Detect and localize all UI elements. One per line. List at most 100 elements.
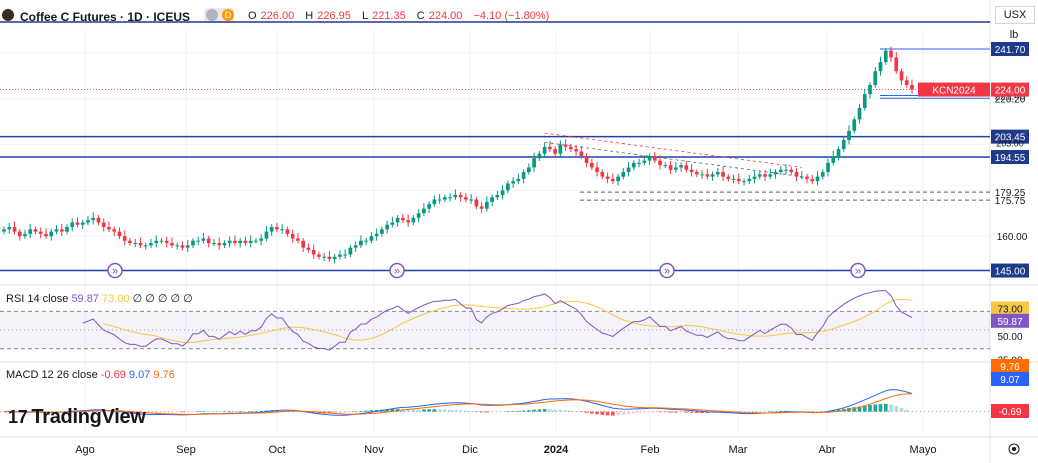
macd-histogram-bar — [243, 411, 248, 412]
event-marker-icon — [659, 262, 675, 279]
macd-histogram-bar — [437, 409, 442, 412]
macd-histogram-bar — [883, 403, 888, 412]
macd-value: -0.69 — [100, 369, 126, 381]
rsi-title: RSI 14 close — [6, 293, 69, 305]
macd-histogram-bar — [348, 411, 353, 413]
macd-histogram-bar — [778, 411, 783, 412]
candle-body — [222, 243, 227, 246]
macd-histogram-bar — [610, 411, 615, 416]
macd-histogram-bar — [569, 410, 573, 412]
macd-histogram-bar — [616, 411, 620, 416]
macd-signal-line — [4, 393, 912, 415]
candle-body — [338, 254, 342, 257]
candle-body — [527, 167, 531, 173]
macd-title: MACD 12 26 close — [6, 369, 98, 381]
candle-body — [831, 156, 836, 163]
candle-body — [789, 169, 794, 173]
macd-histogram-bar — [227, 411, 232, 412]
macd-histogram-bar — [369, 410, 374, 412]
level-tag: 203.45 — [995, 133, 1026, 144]
candle-body — [883, 50, 888, 63]
candle-body — [322, 256, 326, 258]
macd-histogram-bar — [296, 411, 300, 412]
candle-body — [44, 233, 48, 237]
candle-body — [469, 199, 473, 201]
macd-histogram-bar — [642, 411, 647, 413]
macd-histogram-bar — [506, 411, 510, 412]
macd-histogram-bar — [474, 411, 479, 413]
rsi-tick-label: 50.00 — [997, 332, 1022, 343]
macd-tag-bg — [991, 359, 1029, 373]
macd-histogram-bar — [527, 410, 531, 412]
macd-histogram-bar — [248, 411, 253, 412]
candle-body — [605, 176, 610, 179]
macd-histogram-bar — [206, 411, 211, 412]
candle-body — [820, 172, 825, 177]
macd-histogram-bar — [485, 411, 489, 413]
candle-body — [600, 172, 605, 177]
candle-body — [590, 162, 594, 168]
unit-selector[interactable]: lb — [1009, 29, 1019, 41]
candle-body — [65, 227, 69, 232]
macd-histogram-bar — [311, 411, 316, 413]
macd-histogram-bar — [579, 411, 584, 413]
settings-gear-icon-center — [1012, 447, 1016, 451]
candle-body — [747, 178, 752, 182]
series-title[interactable]: Coffee C Futures · 1D · ICEUS — [20, 10, 191, 24]
time-tick-label: Oct — [268, 444, 285, 456]
macd-histogram-bar — [647, 411, 652, 413]
candle-body — [364, 240, 368, 242]
candle-body — [427, 204, 431, 209]
candle-body — [516, 178, 521, 182]
candle-body — [894, 57, 899, 72]
macd-tag: 9.07 — [1000, 375, 1020, 386]
event-marker-glyph: » — [394, 266, 400, 278]
candle-body — [715, 172, 720, 175]
currency-selector[interactable]: USX — [995, 6, 1035, 24]
macd-histogram-bar — [238, 411, 243, 412]
candle-body — [311, 249, 316, 255]
macd-histogram-bar — [726, 411, 731, 413]
candle-body — [416, 213, 421, 218]
candle-body — [705, 174, 710, 177]
level-tag: 175.75 — [995, 196, 1026, 207]
macd-histogram-bar — [773, 411, 778, 412]
candle-body — [736, 178, 741, 182]
candle-body — [443, 197, 447, 200]
candle-body — [49, 231, 54, 237]
macd-histogram-bar — [878, 404, 883, 412]
candle-body — [23, 233, 27, 237]
badge-group[interactable]: D — [204, 8, 234, 23]
macd-histogram-bar — [684, 411, 689, 413]
ohlc-change: −4.10 (−1.80%) — [473, 10, 550, 22]
candle-body — [621, 172, 626, 177]
time-axis: Ago Sep Oct Nov Dic 2024 Feb Mar Abr Mayo — [75, 443, 1020, 456]
time-tick-label: Ago — [75, 444, 95, 456]
candle-body — [212, 243, 216, 245]
macd-histogram-bar — [873, 404, 878, 412]
macd-histogram-bar — [511, 411, 515, 412]
time-tick-label: Mayo — [910, 444, 937, 456]
trendline — [544, 141, 802, 178]
level-tag: 145.00 — [995, 267, 1026, 278]
event-marker-glyph: » — [855, 266, 861, 278]
candle-body — [327, 256, 332, 260]
level-tag: 241.70 — [995, 45, 1026, 56]
candle-body — [889, 50, 893, 58]
macd-histogram-bar — [170, 411, 174, 413]
rsi-line — [82, 290, 913, 351]
rsi-tag-bg — [991, 313, 1029, 328]
macd-histogram-bar — [422, 409, 426, 412]
ohlc-high: 226.95 — [317, 10, 351, 22]
macd-histogram-bar — [385, 409, 389, 412]
candle-body — [301, 240, 306, 248]
candle-body — [233, 240, 237, 244]
macd-histogram-bar — [233, 411, 237, 412]
time-tick-label: Sep — [176, 444, 196, 456]
candle-body — [810, 178, 815, 182]
candle-body — [763, 174, 767, 177]
macd-histogram-bar — [600, 411, 605, 415]
macd-histogram-bar — [590, 411, 594, 414]
